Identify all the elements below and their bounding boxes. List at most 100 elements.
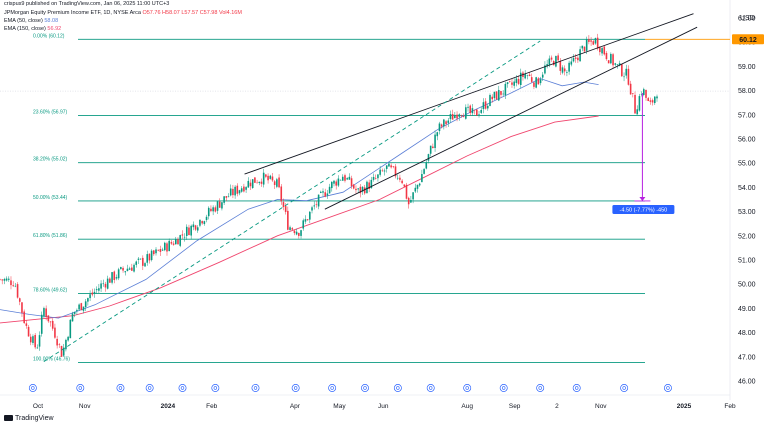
candle-body <box>80 303 83 311</box>
candle-body <box>640 94 643 95</box>
candle-body <box>98 288 100 291</box>
candle-body <box>7 278 10 280</box>
candle-body <box>546 64 548 67</box>
candle-body <box>528 74 531 77</box>
candle-body <box>139 258 142 260</box>
ema50-legend[interactable]: EMA (50, close) 58.08 <box>4 18 58 25</box>
candle-body <box>555 56 557 67</box>
candle-body <box>381 170 384 172</box>
dividend-marker-icon <box>499 384 508 392</box>
candle-body <box>170 242 173 244</box>
candle-body <box>623 76 625 78</box>
candle-body <box>434 134 436 149</box>
candle-body <box>550 57 553 60</box>
candle-body <box>194 225 197 230</box>
candle-body <box>471 108 474 114</box>
candle-body <box>168 240 170 252</box>
candle-body <box>590 40 592 42</box>
candle-body <box>284 206 287 212</box>
candle-body <box>566 72 568 73</box>
candle-body <box>627 68 630 85</box>
candle-body <box>146 254 149 263</box>
ema150-legend[interactable]: EMA (150, close) 56.92 <box>4 26 61 33</box>
tradingview-brand[interactable]: TradingView <box>4 415 54 422</box>
candle-body <box>324 192 327 197</box>
candle-body <box>350 178 353 187</box>
candle-body <box>144 263 146 267</box>
x-tick-label: 2024 <box>161 403 176 410</box>
dividend-marker-inner <box>666 386 670 390</box>
ema50-value: 58.08 <box>44 18 59 24</box>
candle-body <box>34 334 36 348</box>
candle-body <box>610 53 612 64</box>
candle-body <box>372 177 375 180</box>
candle-body <box>326 193 329 196</box>
candle-body <box>276 179 278 187</box>
measure-label: -4.50 (-7.77%) -450 <box>620 207 668 213</box>
candle-body <box>423 169 425 174</box>
y-tick-label: 48.00 <box>738 330 756 337</box>
candle-body <box>38 335 41 347</box>
candle-body <box>218 201 221 208</box>
x-tick-label: Apr <box>290 403 301 410</box>
candle-body <box>497 89 500 101</box>
candle-body <box>153 250 155 255</box>
candle-body <box>289 227 291 230</box>
candle-body <box>104 283 107 288</box>
candle-body <box>0 279 1 280</box>
candle-body <box>223 196 225 203</box>
candle-body <box>504 83 507 96</box>
candle-body <box>300 230 302 236</box>
candle-body <box>447 120 450 123</box>
candle-body <box>480 109 483 113</box>
candle-body <box>51 320 54 329</box>
candle-body <box>517 78 520 84</box>
candle-body <box>368 182 370 190</box>
candle-body <box>91 292 94 295</box>
candle-body <box>583 46 586 52</box>
dividend-marker-inner <box>253 386 258 390</box>
y-tick-label: 61.00 <box>738 16 756 23</box>
x-tick-label: Oct <box>33 403 43 410</box>
candle-body <box>416 184 419 189</box>
candle-body <box>251 179 254 189</box>
candle-body <box>102 283 105 285</box>
dividend-marker-icon <box>328 384 337 392</box>
ema50-line <box>0 78 599 319</box>
candle-body <box>229 188 232 196</box>
candle-body <box>346 178 348 180</box>
candle-body <box>394 166 397 177</box>
candle-body <box>399 177 401 180</box>
candle-body <box>449 114 452 120</box>
candle-body <box>533 82 535 87</box>
candle-body <box>421 174 423 183</box>
candle-body <box>500 91 502 95</box>
candle-body <box>1 279 3 281</box>
x-tick-label: Nov <box>79 403 91 410</box>
x-tick-label: Feb <box>206 403 218 410</box>
candle-body <box>473 109 476 111</box>
candle-body <box>287 210 289 230</box>
candle-body <box>78 304 80 310</box>
candle-body <box>245 187 247 190</box>
candle-body <box>282 202 285 207</box>
candle-body <box>40 314 43 334</box>
candle-body <box>120 267 122 270</box>
candle-body <box>388 163 390 167</box>
dividend-marker-icon <box>536 384 545 392</box>
candle-body <box>557 55 559 61</box>
candle-body <box>352 184 355 189</box>
candle-body <box>207 207 210 217</box>
candle-body <box>487 105 489 109</box>
fib-level-label: 0.00% (60.12) <box>33 33 65 39</box>
last-price-value: 60.12 <box>739 37 757 44</box>
ohlc-close: C57.98 <box>199 10 218 16</box>
y-tick-label: 56.00 <box>738 137 756 144</box>
candle-body <box>124 271 127 273</box>
dividend-marker-inner <box>396 386 400 390</box>
candle-body <box>476 109 478 116</box>
candle-body <box>117 269 120 279</box>
fib-level-label: 78.60% (49.62) <box>33 287 68 293</box>
dividend-marker-inner <box>429 386 433 390</box>
